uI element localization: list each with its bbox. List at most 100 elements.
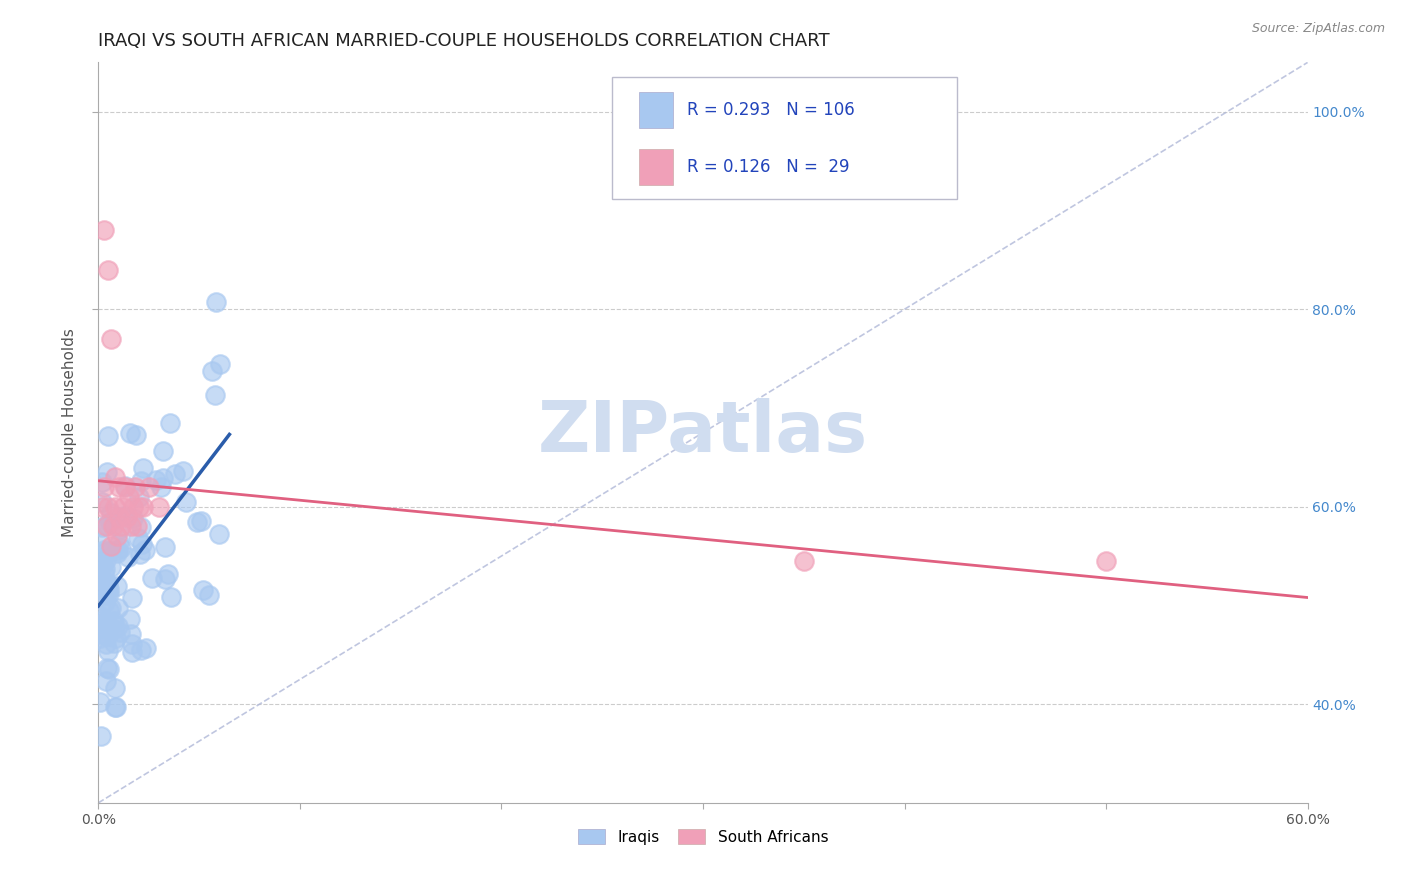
Point <box>89 582 111 597</box>
Point <box>208 357 231 371</box>
Point <box>100 516 122 530</box>
Text: IRAQI VS SOUTH AFRICAN MARRIED-COUPLE HOUSEHOLDS CORRELATION CHART: IRAQI VS SOUTH AFRICAN MARRIED-COUPLE HO… <box>98 32 830 50</box>
Point <box>96 661 118 675</box>
Point <box>120 426 142 441</box>
Point <box>138 480 160 494</box>
Point <box>159 416 181 430</box>
Point <box>96 518 118 533</box>
Point <box>117 549 139 564</box>
Point <box>105 700 128 714</box>
Point <box>98 587 121 601</box>
Point <box>134 543 156 558</box>
Y-axis label: Married-couple Households: Married-couple Households <box>62 328 77 537</box>
Point <box>127 531 149 545</box>
Point <box>96 553 118 567</box>
Legend: Iraqis, South Africans: Iraqis, South Africans <box>572 822 834 851</box>
Point <box>152 470 174 484</box>
Text: Source: ZipAtlas.com: Source: ZipAtlas.com <box>1251 22 1385 36</box>
Point <box>100 559 122 574</box>
Point <box>94 582 117 596</box>
Point <box>93 223 115 237</box>
Point <box>93 480 115 494</box>
Point <box>107 601 129 615</box>
Bar <box>638 92 673 128</box>
Point <box>191 582 214 597</box>
Point <box>97 576 120 591</box>
Point <box>90 621 112 635</box>
Point <box>104 632 127 646</box>
Point <box>176 495 198 509</box>
Point <box>94 673 117 688</box>
Point <box>153 540 176 554</box>
Point <box>97 603 120 617</box>
Point <box>118 490 141 504</box>
Point <box>208 527 231 541</box>
Text: R = 0.293   N = 106: R = 0.293 N = 106 <box>688 101 855 119</box>
Point <box>1095 554 1118 568</box>
Point <box>110 541 132 555</box>
Point <box>120 627 142 641</box>
Point <box>129 643 152 657</box>
Point <box>97 500 120 514</box>
Point <box>91 558 114 573</box>
Point <box>145 473 167 487</box>
Point <box>100 539 122 553</box>
Point <box>132 460 155 475</box>
Point <box>163 467 186 481</box>
Point <box>108 522 131 536</box>
Point <box>186 515 208 529</box>
Point <box>190 514 212 528</box>
Point <box>93 566 115 580</box>
Point <box>121 591 143 606</box>
Point <box>121 645 143 659</box>
Point <box>120 519 142 533</box>
Point <box>121 637 143 651</box>
Point <box>121 511 143 525</box>
Point <box>131 537 153 551</box>
Point <box>115 509 138 524</box>
Point <box>90 495 112 509</box>
Text: ZIPatlas: ZIPatlas <box>538 398 868 467</box>
Point <box>111 500 134 514</box>
Point <box>100 506 122 520</box>
Point <box>96 629 118 643</box>
Point <box>103 614 125 628</box>
Point <box>204 294 226 309</box>
Point <box>97 644 120 658</box>
Point <box>107 619 129 633</box>
Point <box>96 637 118 651</box>
Point <box>96 466 118 480</box>
Point <box>124 480 146 494</box>
Point <box>90 730 112 744</box>
Point <box>148 500 170 514</box>
Point <box>103 500 125 514</box>
Point <box>135 641 157 656</box>
Point <box>141 571 163 585</box>
Point <box>121 500 143 514</box>
Point <box>94 574 117 589</box>
Point <box>129 519 152 533</box>
Point <box>104 681 127 696</box>
Point <box>104 700 127 714</box>
Point <box>156 567 179 582</box>
Point <box>91 520 114 534</box>
Point <box>201 364 224 378</box>
Point <box>93 543 115 558</box>
Point <box>129 548 152 562</box>
Point <box>105 579 128 593</box>
Point <box>107 480 129 494</box>
Point <box>97 262 120 277</box>
Point <box>89 615 111 629</box>
Point <box>118 612 141 626</box>
Point <box>91 615 114 630</box>
Point <box>160 591 183 605</box>
Point <box>149 480 172 494</box>
Point <box>172 464 194 478</box>
Point <box>93 615 115 629</box>
Point <box>103 636 125 650</box>
Point <box>107 543 129 558</box>
Point <box>198 588 221 602</box>
Point <box>107 509 129 524</box>
Point <box>101 615 124 630</box>
Point <box>103 470 125 484</box>
